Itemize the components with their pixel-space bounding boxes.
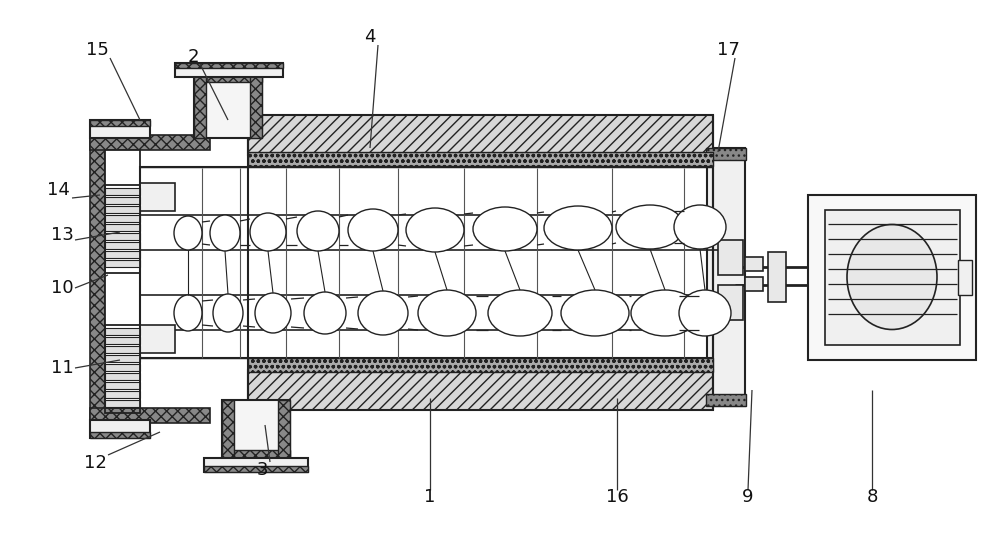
- Ellipse shape: [679, 290, 731, 336]
- Bar: [90, 420, 150, 438]
- Bar: [278, 400, 290, 462]
- Bar: [745, 257, 763, 271]
- Ellipse shape: [544, 206, 612, 250]
- Bar: [194, 70, 262, 138]
- Bar: [105, 185, 140, 273]
- Bar: [90, 135, 210, 150]
- Bar: [808, 195, 976, 360]
- Bar: [105, 224, 140, 231]
- Bar: [194, 70, 206, 138]
- Bar: [222, 450, 290, 462]
- Bar: [105, 251, 140, 258]
- Bar: [248, 358, 713, 372]
- Bar: [250, 70, 262, 138]
- Ellipse shape: [674, 205, 726, 249]
- Bar: [204, 466, 308, 472]
- Ellipse shape: [348, 209, 398, 251]
- Text: 16: 16: [606, 488, 628, 506]
- Ellipse shape: [418, 290, 476, 336]
- Bar: [105, 337, 140, 344]
- Bar: [105, 242, 140, 249]
- Bar: [105, 150, 140, 408]
- Ellipse shape: [250, 213, 286, 251]
- Ellipse shape: [561, 290, 629, 336]
- Bar: [90, 432, 150, 438]
- Bar: [204, 458, 308, 472]
- Ellipse shape: [174, 216, 202, 250]
- Ellipse shape: [406, 208, 464, 252]
- Bar: [140, 183, 175, 211]
- Text: 2: 2: [187, 48, 199, 66]
- Bar: [140, 167, 713, 358]
- Bar: [194, 70, 262, 82]
- Ellipse shape: [213, 294, 243, 332]
- Bar: [222, 400, 234, 462]
- Bar: [175, 63, 283, 77]
- Ellipse shape: [847, 224, 937, 329]
- Text: 13: 13: [51, 226, 73, 244]
- Text: 4: 4: [364, 28, 376, 46]
- Ellipse shape: [304, 292, 346, 334]
- Bar: [105, 373, 140, 380]
- Text: 14: 14: [47, 181, 69, 199]
- Ellipse shape: [358, 291, 408, 335]
- Bar: [90, 120, 150, 138]
- Bar: [105, 355, 140, 362]
- Text: 3: 3: [256, 461, 268, 479]
- Ellipse shape: [473, 207, 537, 251]
- Bar: [140, 325, 175, 353]
- Text: 11: 11: [51, 359, 73, 377]
- Bar: [105, 391, 140, 398]
- Text: 1: 1: [424, 488, 436, 506]
- Ellipse shape: [488, 290, 552, 336]
- Bar: [248, 370, 713, 410]
- Ellipse shape: [174, 295, 202, 331]
- Bar: [105, 325, 140, 413]
- Ellipse shape: [616, 205, 684, 249]
- Bar: [105, 346, 140, 353]
- Bar: [105, 197, 140, 204]
- Bar: [825, 210, 960, 345]
- Ellipse shape: [297, 211, 339, 251]
- Bar: [90, 408, 210, 423]
- Bar: [718, 285, 743, 320]
- Bar: [222, 400, 290, 462]
- Text: 12: 12: [84, 454, 106, 472]
- Text: 15: 15: [86, 41, 108, 59]
- Bar: [105, 400, 140, 407]
- Bar: [90, 135, 105, 423]
- Bar: [105, 328, 140, 335]
- Bar: [248, 152, 713, 166]
- Text: 9: 9: [742, 488, 754, 506]
- Bar: [105, 215, 140, 222]
- Bar: [718, 240, 743, 275]
- Bar: [90, 120, 150, 126]
- Ellipse shape: [631, 290, 699, 336]
- Bar: [768, 252, 786, 302]
- Ellipse shape: [210, 215, 240, 251]
- Bar: [105, 206, 140, 213]
- Bar: [105, 364, 140, 371]
- Bar: [105, 233, 140, 240]
- Bar: [105, 260, 140, 267]
- Bar: [706, 148, 746, 160]
- Bar: [175, 63, 283, 68]
- Bar: [707, 148, 745, 406]
- Bar: [105, 188, 140, 195]
- Text: 8: 8: [866, 488, 878, 506]
- Bar: [745, 277, 763, 291]
- Text: 10: 10: [51, 279, 73, 297]
- Bar: [248, 115, 713, 155]
- Bar: [105, 382, 140, 389]
- Ellipse shape: [255, 293, 291, 333]
- Bar: [706, 394, 746, 406]
- Bar: [958, 260, 972, 295]
- Text: 17: 17: [717, 41, 739, 59]
